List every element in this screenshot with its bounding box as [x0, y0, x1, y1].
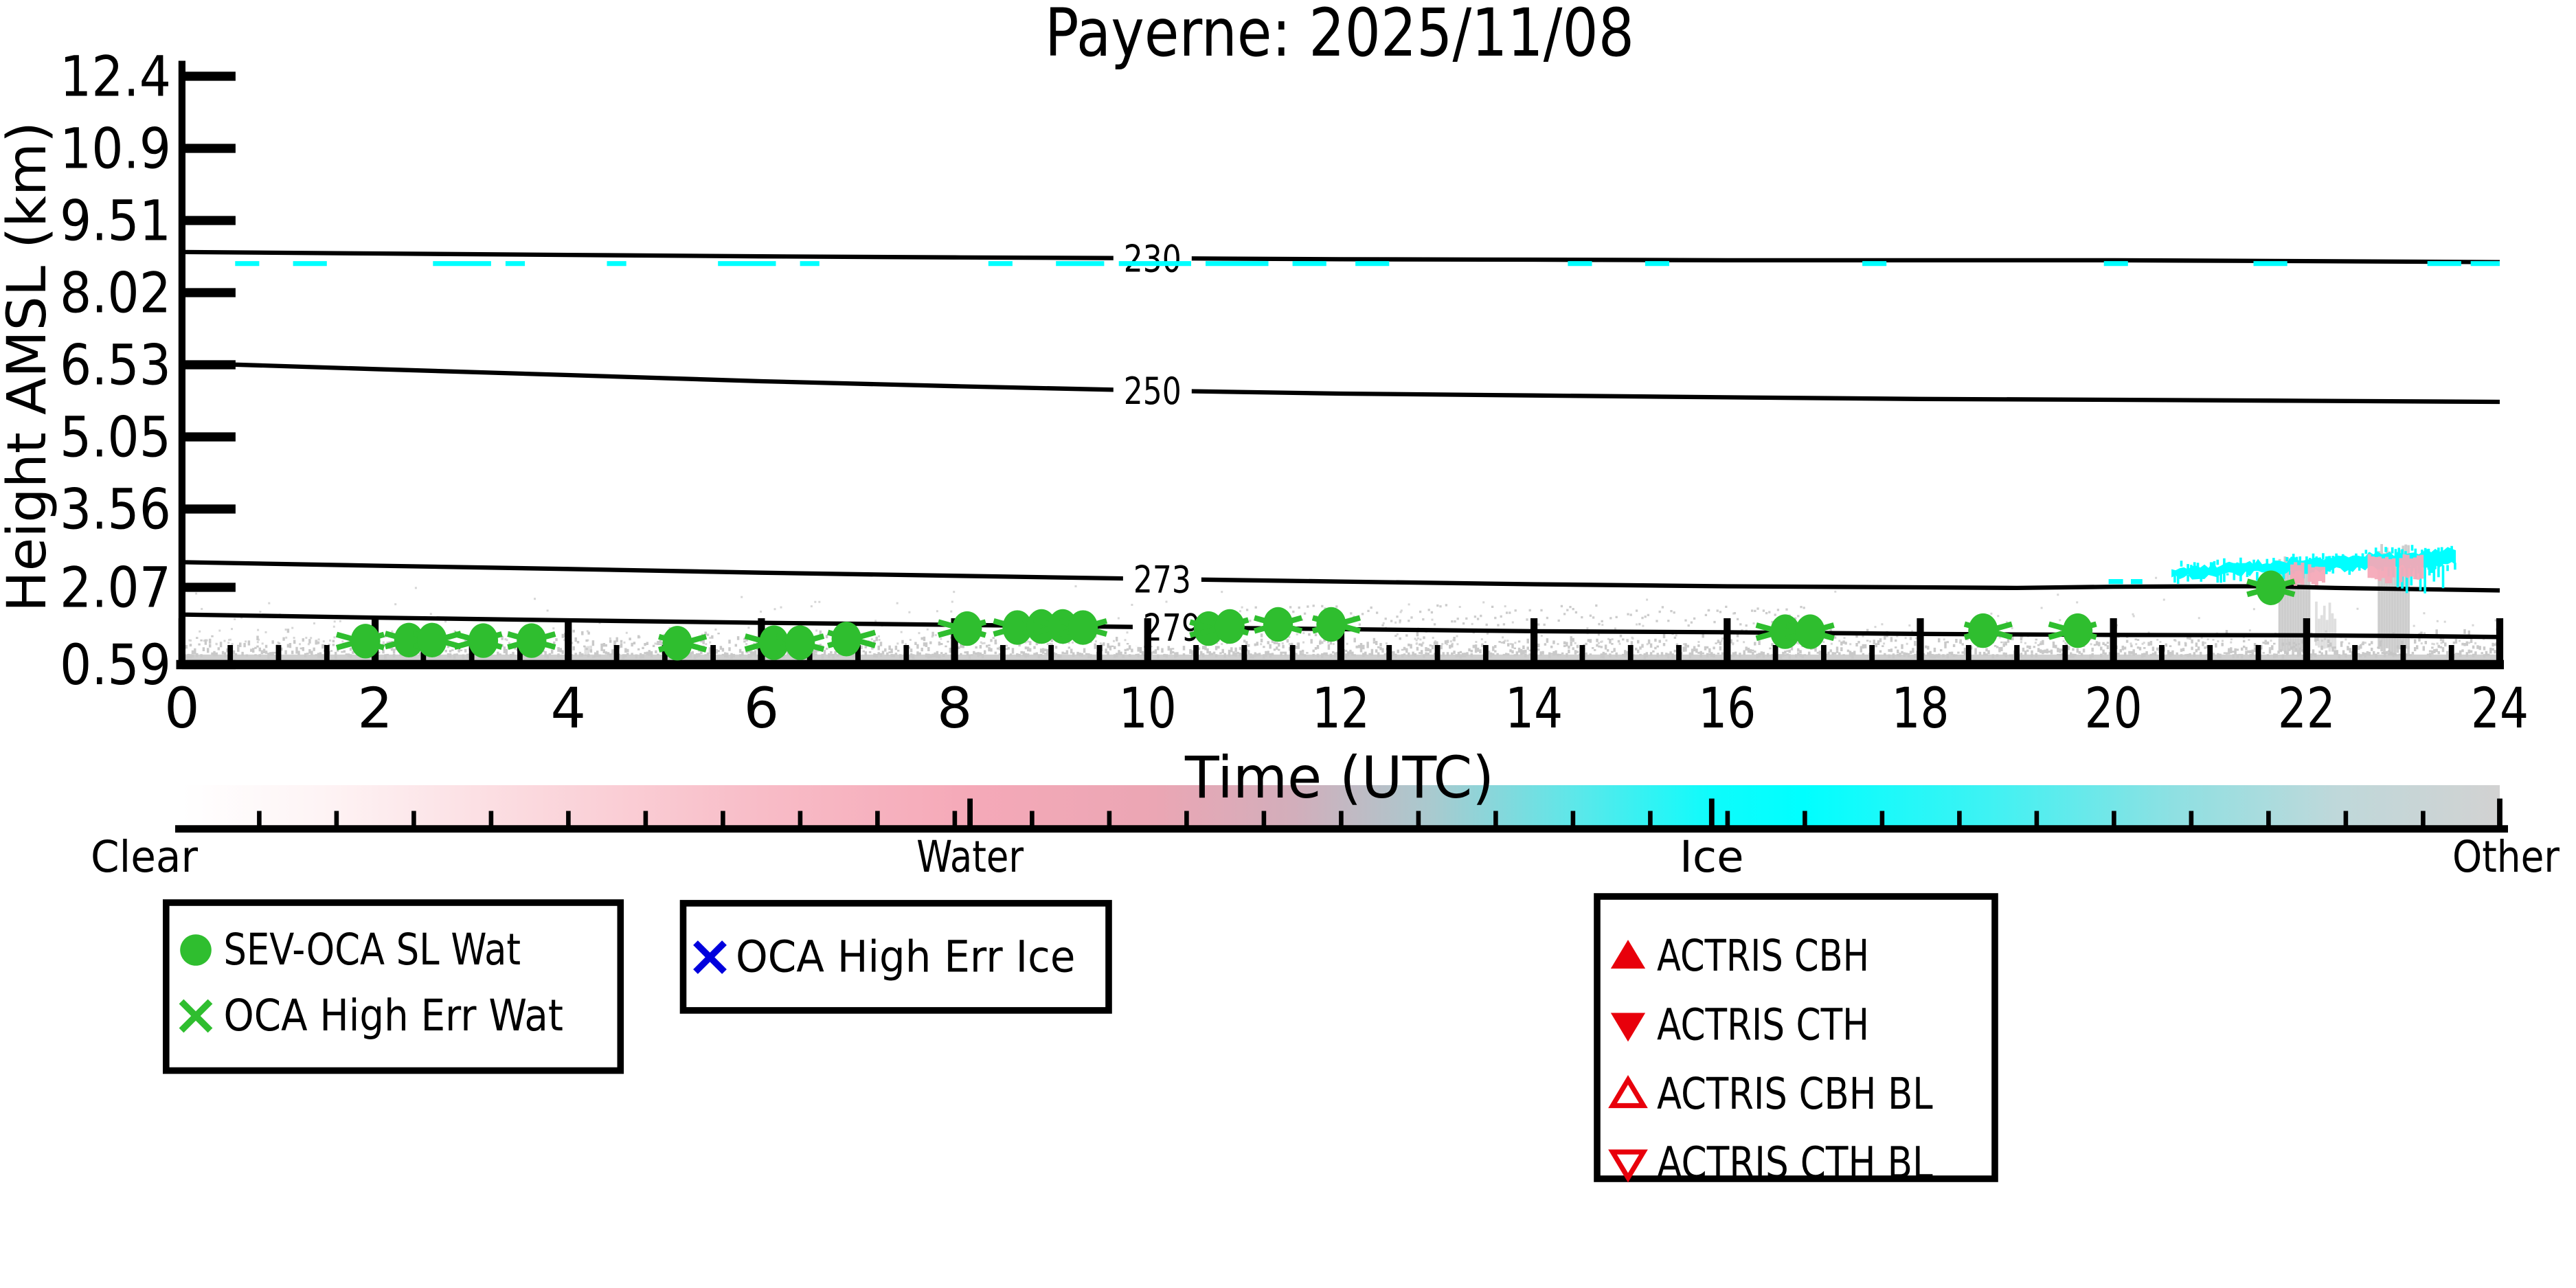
isotherm-label-mask — [1113, 240, 1192, 278]
legend-item-label-oca-high-err-ice: OCA High Err Ice — [736, 932, 1075, 982]
legend-box-wat: SEV-OCA SL Wat OCA High Err Wat — [162, 899, 624, 1074]
sev-oca-sl-wat-point — [1795, 614, 1825, 649]
page-title: Payerne: 2025/11/08 — [1045, 0, 1634, 71]
legend-triangle-marker — [1610, 940, 1646, 969]
sev-oca-sl-wat-point — [417, 622, 447, 657]
x-tick-label-6: 6 — [744, 677, 780, 741]
legend-item-label-actris-cth-bl: ACTRIS CTH BL — [1657, 1138, 1933, 1188]
x-tick-label-16: 16 — [1698, 677, 1756, 741]
sev-oca-sl-wat-point — [1968, 613, 1998, 648]
sev-oca-sl-wat-point — [1263, 607, 1293, 642]
cloud-classification-pixels — [235, 261, 2500, 594]
legend-x-marker — [179, 999, 213, 1033]
colorbar-label-water: Water — [916, 832, 1024, 882]
sev-oca-sl-wat-point — [350, 624, 381, 659]
x-tick-label-8: 8 — [937, 677, 973, 741]
x-tick-label-12: 12 — [1312, 677, 1370, 741]
y-tick-label-3.56: 3.56 — [60, 478, 171, 543]
x-tick-label-24: 24 — [2471, 677, 2529, 741]
isotherm-label-mask — [1113, 372, 1192, 409]
isotherm-label-250: 250 — [1124, 370, 1182, 413]
sev-oca-sl-wat-point — [1214, 609, 1245, 644]
x-tick-label-18: 18 — [1891, 677, 1949, 741]
legend-boxes: SEV-OCA SL Wat OCA High Err Wat OCA High E… — [162, 893, 1998, 1188]
x-tick-label-0: 0 — [164, 677, 200, 741]
retrieval-markers — [335, 570, 2296, 661]
legend-box-frame — [1594, 893, 1998, 1182]
sev-oca-sl-wat-point — [831, 622, 861, 657]
isotherm-label-230: 230 — [1124, 238, 1182, 281]
sev-oca-sl-wat-point — [1026, 609, 1057, 644]
x-tick-label-22: 22 — [2278, 677, 2336, 741]
other-column — [2315, 601, 2337, 653]
isotherm-line-250 — [181, 361, 2500, 405]
x-tick-label-10: 10 — [1119, 677, 1177, 741]
legend-box-ice: OCA High Err Ice — [679, 900, 1112, 1014]
sev-oca-sl-wat-point — [468, 623, 499, 658]
x-axis-label: Time (UTC) — [1184, 744, 1494, 811]
legend-item-label-actris-cth: ACTRIS CTH — [1657, 1000, 1869, 1050]
legend-box-frame — [679, 900, 1112, 1014]
elevated-clutter-band — [1245, 604, 1805, 627]
sev-oca-sl-wat-point — [2063, 613, 2093, 648]
other-column — [2377, 544, 2410, 656]
water-cloud-patch — [2290, 562, 2326, 586]
legend-item-label-actris-cbh: ACTRIS CBH — [1657, 931, 1869, 981]
water-cloud-patch — [2367, 554, 2424, 584]
ice-cloud — [2171, 547, 2456, 580]
legend-box-frame — [162, 899, 624, 1074]
isotherm-contours: 230 250 273 279 — [181, 238, 2500, 650]
isotherm-line-279 — [181, 612, 2500, 640]
y-tick-label-6.53: 6.53 — [60, 334, 171, 398]
colorbar-label-clear: Clear — [91, 832, 198, 882]
y-tick-label-10.9: 10.9 — [60, 117, 171, 182]
isotherm-label-mask — [1122, 561, 1201, 598]
colorbar-label-other: Other — [2452, 832, 2560, 882]
y-tick-label-5.05: 5.05 — [60, 406, 171, 471]
legend-triangle-marker — [1608, 1075, 1648, 1109]
y-tick-label-8.02: 8.02 — [60, 262, 171, 326]
other-column — [581, 645, 595, 658]
legend-item-label-actris-cbh-bl: ACTRIS CBH BL — [1657, 1069, 1933, 1119]
x-tick-label-2: 2 — [357, 677, 393, 741]
legend-triangle-marker — [1608, 1149, 1648, 1183]
sev-oca-sl-wat-point — [759, 625, 789, 660]
other-column — [2278, 556, 2311, 655]
sev-oca-sl-wat-point — [952, 611, 982, 646]
legend-box-actris: ACTRIS CBH ACTRIS CTH ACTRIS CBH BL ACTRIS … — [1594, 893, 1998, 1188]
sev-oca-sl-wat-point — [1067, 610, 1098, 645]
static-labels: Payerne: 2025/11/08 Time (UTC) Height AM… — [0, 0, 1634, 811]
y-tick-label-2.07: 2.07 — [60, 556, 171, 621]
legend-circle-marker — [180, 934, 212, 966]
x-tick-label-4: 4 — [550, 677, 586, 741]
axes: 0 2 4 6 8 10 12 14 16 18 20 22 2412.410.99.518.026.5… — [60, 45, 2529, 742]
x-tick-label-14: 14 — [1505, 677, 1563, 741]
y-tick-label-0.59: 0.59 — [60, 633, 171, 698]
sev-oca-sl-wat-point — [1770, 614, 1800, 649]
y-axis-label: Height AMSL (km) — [0, 122, 58, 612]
isotherm-label-279: 279 — [1143, 607, 1201, 650]
isotherm-line-273 — [181, 560, 2500, 593]
legend-item-label-sev-oca-sl-wat: SEV-OCA SL Wat — [224, 925, 521, 975]
isotherm-label-273: 273 — [1133, 558, 1191, 602]
isotherm-line-230 — [181, 249, 2500, 264]
sev-oca-sl-wat-point — [785, 625, 815, 660]
sev-oca-sl-wat-point — [517, 623, 547, 658]
sev-oca-sl-wat-point — [662, 626, 692, 661]
colorbar-label-ice: Ice — [1680, 832, 1744, 882]
legend-x-marker — [693, 940, 727, 974]
y-tick-label-12.4: 12.4 — [60, 45, 171, 110]
x-tick-label-20: 20 — [2085, 677, 2143, 741]
classification-colorbar: Clear Water Ice Other — [91, 785, 2560, 882]
y-tick-label-9.51: 9.51 — [60, 190, 171, 254]
legend-item-label-oca-high-err-wat: OCA High Err Wat — [224, 991, 563, 1041]
legend-triangle-marker — [1610, 1013, 1646, 1042]
sev-oca-sl-wat-point — [2256, 570, 2286, 605]
sev-oca-sl-wat-point — [1316, 607, 1346, 642]
